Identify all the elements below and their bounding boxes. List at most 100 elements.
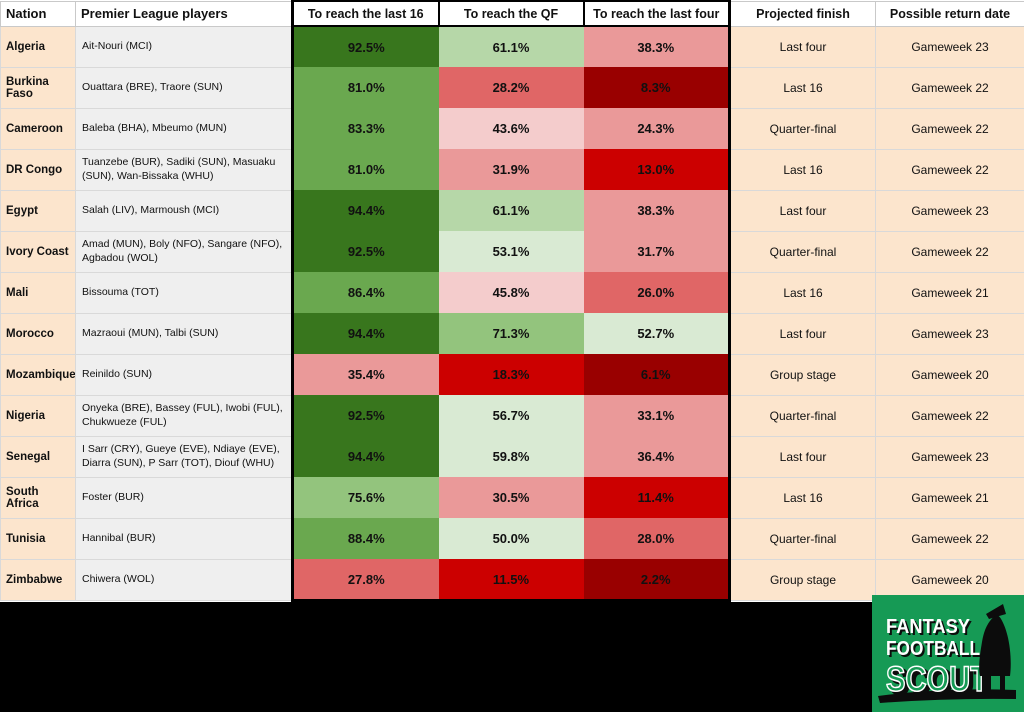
return-cell: Gameweek 21 [876,272,1024,313]
return-cell: Gameweek 23 [876,26,1024,67]
qf-cell: 61.1% [439,190,584,231]
nation-cell: Tunisia [1,518,76,559]
last16-cell: 81.0% [293,149,439,190]
last16-cell: 86.4% [293,272,439,313]
last16-cell: 92.5% [293,395,439,436]
col-header-last16: To reach the last 16 [293,1,439,26]
qf-cell: 31.9% [439,149,584,190]
logo-line3: SCOUT [886,660,988,699]
qf-cell: 59.8% [439,436,584,477]
table-row: Tunisia Hannibal (BUR) 88.4% 50.0% 28.0%… [1,518,1024,559]
col-header-nation: Nation [1,1,76,26]
qf-cell: 11.5% [439,559,584,601]
nation-cell: Nigeria [1,395,76,436]
nation-cell: Mali [1,272,76,313]
last16-cell: 94.4% [293,313,439,354]
players-cell: Salah (LIV), Marmoush (MCI) [76,190,293,231]
finish-cell: Last four [730,26,876,67]
logo-line1: FANTASY [886,616,971,638]
nation-cell: Cameroon [1,108,76,149]
logo-line2: FOOTBALL [886,638,980,660]
return-cell: Gameweek 23 [876,190,1024,231]
players-cell: Foster (BUR) [76,477,293,518]
qf-cell: 53.1% [439,231,584,272]
players-cell: Chiwera (WOL) [76,559,293,601]
col-header-qf: To reach the QF [439,1,584,26]
last16-cell: 88.4% [293,518,439,559]
nation-cell: DR Congo [1,149,76,190]
players-cell: Baleba (BHA), Mbeumo (MUN) [76,108,293,149]
finish-cell: Quarter-final [730,108,876,149]
return-cell: Gameweek 22 [876,108,1024,149]
return-cell: Gameweek 23 [876,313,1024,354]
finish-cell: Quarter-final [730,395,876,436]
qf-cell: 71.3% [439,313,584,354]
table-row: Ivory Coast Amad (MUN), Boly (NFO), Sang… [1,231,1024,272]
table-row: Cameroon Baleba (BHA), Mbeumo (MUN) 83.3… [1,108,1024,149]
last4-cell: 28.0% [584,518,730,559]
finish-cell: Quarter-final [730,231,876,272]
players-cell: I Sarr (CRY), Gueye (EVE), Ndiaye (EVE),… [76,436,293,477]
finish-cell: Group stage [730,354,876,395]
last4-cell: 2.2% [584,559,730,601]
last16-cell: 35.4% [293,354,439,395]
last16-cell: 94.4% [293,436,439,477]
nation-cell: Mozambique [1,354,76,395]
table-row: Morocco Mazraoui (MUN), Talbi (SUN) 94.4… [1,313,1024,354]
finish-cell: Group stage [730,559,876,601]
qf-cell: 28.2% [439,67,584,108]
last4-cell: 38.3% [584,26,730,67]
return-cell: Gameweek 20 [876,354,1024,395]
finish-cell: Last four [730,313,876,354]
last16-cell: 81.0% [293,67,439,108]
last4-cell: 11.4% [584,477,730,518]
players-cell: Ait-Nouri (MCI) [76,26,293,67]
last4-cell: 52.7% [584,313,730,354]
table-row: Egypt Salah (LIV), Marmoush (MCI) 94.4% … [1,190,1024,231]
nation-cell: Senegal [1,436,76,477]
table-row: South Africa Foster (BUR) 75.6% 30.5% 11… [1,477,1024,518]
col-header-return: Possible return date [876,1,1024,26]
table-row: DR Congo Tuanzebe (BUR), Sadiki (SUN), M… [1,149,1024,190]
players-cell: Tuanzebe (BUR), Sadiki (SUN), Masuaku (S… [76,149,293,190]
finish-cell: Quarter-final [730,518,876,559]
bottom-strip: FANTASY FANTASY FOOTBALL FOOTBALL SCOUT … [0,602,1024,712]
last4-cell: 31.7% [584,231,730,272]
qf-cell: 30.5% [439,477,584,518]
col-header-finish: Projected finish [730,1,876,26]
table-row: Algeria Ait-Nouri (MCI) 92.5% 61.1% 38.3… [1,26,1024,67]
last4-cell: 13.0% [584,149,730,190]
last4-cell: 26.0% [584,272,730,313]
qf-cell: 43.6% [439,108,584,149]
finish-cell: Last 16 [730,67,876,108]
last4-cell: 6.1% [584,354,730,395]
nation-cell: Morocco [1,313,76,354]
players-cell: Onyeka (BRE), Bassey (FUL), Iwobi (FUL),… [76,395,293,436]
qf-cell: 45.8% [439,272,584,313]
return-cell: Gameweek 22 [876,149,1024,190]
qf-cell: 50.0% [439,518,584,559]
last4-cell: 24.3% [584,108,730,149]
last16-cell: 94.4% [293,190,439,231]
nation-cell: Egypt [1,190,76,231]
return-cell: Gameweek 22 [876,231,1024,272]
players-cell: Hannibal (BUR) [76,518,293,559]
col-header-last4: To reach the last four [584,1,730,26]
finish-cell: Last 16 [730,149,876,190]
finish-cell: Last four [730,436,876,477]
nation-cell: Algeria [1,26,76,67]
nation-cell: South Africa [1,477,76,518]
table-row: Senegal I Sarr (CRY), Gueye (EVE), Ndiay… [1,436,1024,477]
players-cell: Ouattara (BRE), Traore (SUN) [76,67,293,108]
nation-cell: Ivory Coast [1,231,76,272]
table-row: Nigeria Onyeka (BRE), Bassey (FUL), Iwob… [1,395,1024,436]
last4-cell: 8.3% [584,67,730,108]
last16-cell: 92.5% [293,26,439,67]
table-row: Burkina Faso Ouattara (BRE), Traore (SUN… [1,67,1024,108]
table-row: Zimbabwe Chiwera (WOL) 27.8% 11.5% 2.2% … [1,559,1024,601]
qf-cell: 61.1% [439,26,584,67]
return-cell: Gameweek 22 [876,395,1024,436]
last4-cell: 36.4% [584,436,730,477]
table-row: Mozambique Reinildo (SUN) 35.4% 18.3% 6.… [1,354,1024,395]
finish-cell: Last four [730,190,876,231]
